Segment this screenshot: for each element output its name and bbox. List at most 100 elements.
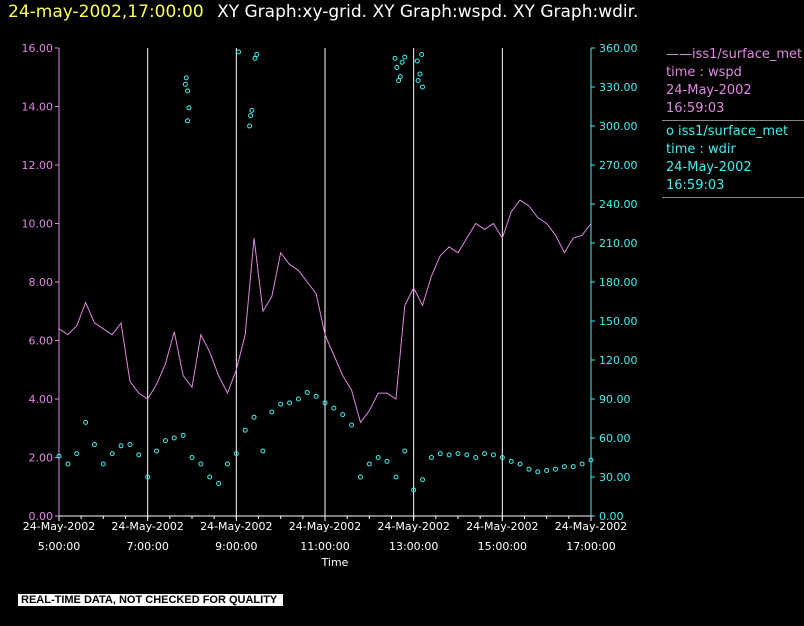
- right-tick-label: 240.00: [599, 198, 638, 211]
- wdir-point: [340, 412, 346, 418]
- wdir-point: [420, 84, 426, 90]
- legend-date: 24-May-2002: [666, 83, 752, 98]
- left-tick-label: 4.00: [29, 393, 54, 406]
- wdir-point: [499, 455, 505, 460]
- right-tick-label: 360.00: [599, 42, 638, 55]
- wdir-point: [415, 78, 421, 83]
- wdir-point: [185, 88, 191, 94]
- x-tick-label-date: 24-May-2002: [23, 520, 95, 533]
- left-tick-label: 2.00: [29, 452, 54, 465]
- wdir-point: [394, 65, 400, 70]
- left-tick-label: 6.00: [29, 335, 54, 348]
- chart-title: 24-may-2002,17:00:00 XY Graph:xy-grid. X…: [8, 2, 638, 22]
- wdir-point: [553, 466, 559, 472]
- x-tick-label-time: 11:00:00: [300, 540, 349, 553]
- wdir-point: [402, 54, 408, 60]
- wdir-point: [233, 451, 239, 457]
- wdir-point: [437, 451, 443, 457]
- wdir-point: [544, 468, 550, 473]
- wdir-point: [526, 466, 532, 472]
- wdir-point: [74, 451, 80, 457]
- right-tick-label: 90.00: [599, 393, 631, 406]
- wdir-point: [508, 458, 514, 464]
- x-tick-label-date: 24-May-2002: [289, 520, 361, 533]
- wdir-point: [278, 401, 284, 407]
- wdir-point: [420, 477, 426, 483]
- legend-date: 24-May-2002: [666, 160, 752, 175]
- x-tick-label-time: 13:00:00: [389, 540, 438, 553]
- wdir-point: [392, 55, 398, 61]
- x-tick-label-date: 24-May-2002: [377, 520, 449, 533]
- x-tick-label-time: 7:00:00: [126, 540, 168, 553]
- left-tick-label: 10.00: [22, 218, 54, 231]
- wdir-point: [570, 464, 576, 470]
- wdir-point: [254, 52, 260, 57]
- left-tick-label: 0.00: [29, 510, 54, 523]
- wdir-point: [349, 422, 355, 428]
- wdir-point: [183, 75, 189, 81]
- wdir-point: [287, 400, 293, 406]
- qc-warning-banner: REAL-TIME DATA, NOT CHECKED FOR QUALITY: [18, 594, 284, 606]
- wdir-point: [65, 461, 71, 467]
- wdir-point: [251, 414, 257, 420]
- wdir-point: [189, 455, 195, 460]
- right-tick-label: 30.00: [599, 471, 631, 484]
- wdir-point: [248, 113, 254, 119]
- wdir-point: [357, 474, 363, 480]
- wdir-point: [579, 461, 585, 467]
- wdir-point: [322, 400, 328, 406]
- wdir-point: [375, 455, 381, 460]
- legend-entry-wdir: o iss1/surface_met time : wdir 24-May-200…: [662, 123, 804, 195]
- legend-line-marker: ——: [666, 47, 692, 62]
- x-tick-label-date: 24-May-2002: [111, 520, 183, 533]
- x-tick-label-date: 24-May-2002: [555, 520, 627, 533]
- timestamp-label: 24-may-2002,17:00:00: [8, 2, 204, 22]
- wdir-point: [482, 451, 488, 457]
- wdir-point: [588, 457, 594, 463]
- wdir-point: [535, 469, 541, 475]
- x-tick-label-time: 9:00:00: [215, 540, 257, 553]
- wdir-point: [428, 455, 434, 460]
- wdir-point: [269, 409, 275, 415]
- right-tick-label: 300.00: [599, 120, 638, 133]
- wdir-point: [517, 461, 523, 467]
- left-tick-label: 12.00: [22, 159, 54, 172]
- legend-divider: [662, 197, 804, 200]
- wdir-point: [561, 464, 567, 470]
- right-tick-label: 60.00: [599, 432, 631, 445]
- right-tick-label: 0.00: [599, 510, 624, 523]
- left-tick-label: 16.00: [22, 42, 54, 55]
- wdir-point: [331, 405, 337, 411]
- wdir-point: [295, 396, 301, 402]
- legend-source: iss1/surface_met: [692, 47, 803, 62]
- wdir-point: [127, 442, 133, 447]
- wdir-point: [154, 448, 160, 454]
- wdir-point: [136, 452, 142, 458]
- right-tick-label: 330.00: [599, 81, 638, 94]
- wdir-point: [419, 52, 425, 57]
- wdir-point: [207, 474, 213, 480]
- right-tick-label: 210.00: [599, 237, 638, 250]
- legend-divider: [662, 120, 804, 123]
- left-tick-label: 14.00: [22, 101, 54, 114]
- wdir-point: [366, 461, 372, 467]
- wdir-point: [185, 118, 191, 124]
- wdir-point: [109, 451, 115, 457]
- wdir-point: [304, 390, 310, 395]
- wspd-series-line: [58, 199, 592, 424]
- right-tick-label: 270.00: [599, 159, 638, 172]
- wdir-point: [242, 427, 248, 433]
- wdir-point: [145, 474, 151, 480]
- wdir-point: [417, 71, 423, 77]
- x-tick-label-date: 24-May-2002: [200, 520, 272, 533]
- wdir-point: [490, 452, 496, 458]
- wdir-point: [414, 58, 420, 64]
- wdir-point: [473, 455, 479, 460]
- right-tick-label: 150.00: [599, 315, 638, 328]
- x-tick-label-date: 24-May-2002: [466, 520, 538, 533]
- x-tick-label-time: 15:00:00: [478, 540, 527, 553]
- right-tick-label: 120.00: [599, 354, 638, 367]
- graph-list-label: XY Graph:xy-grid. XY Graph:wspd. XY Grap…: [217, 2, 639, 22]
- wdir-point: [247, 123, 253, 129]
- wdir-point: [56, 453, 62, 459]
